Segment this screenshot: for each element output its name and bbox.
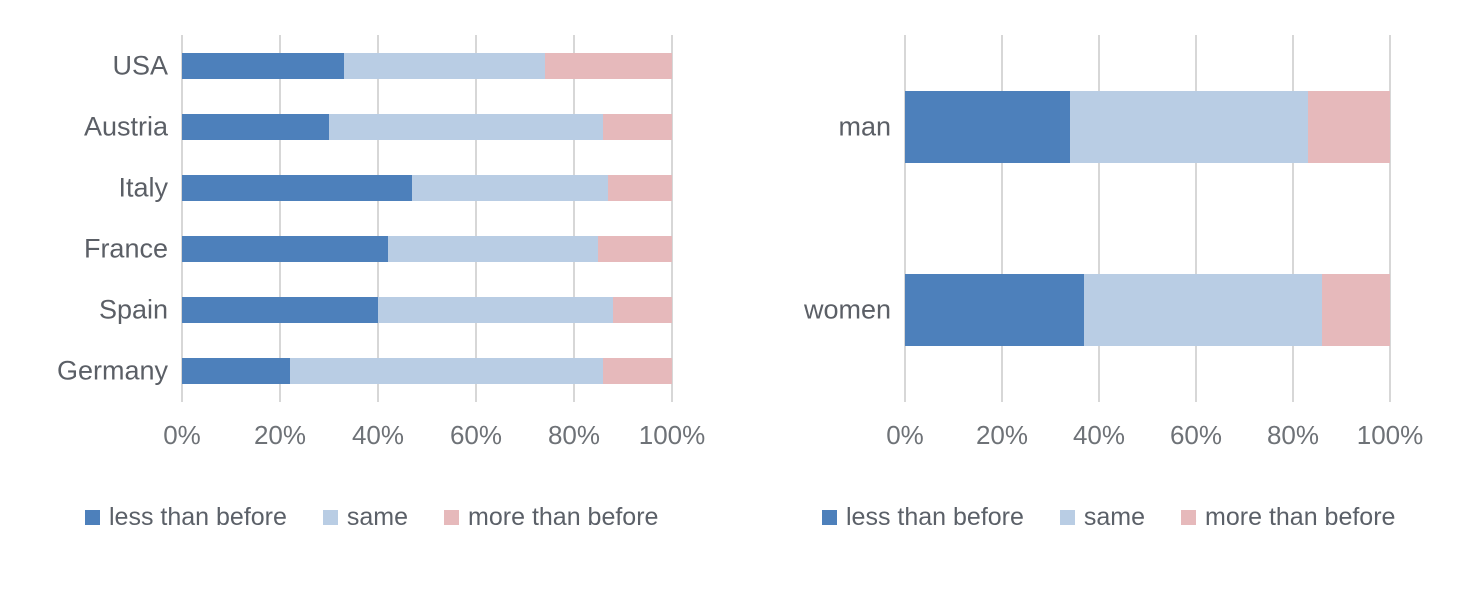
bar-segment: [182, 113, 329, 140]
tick-label: 40%: [1072, 420, 1126, 450]
gridline: [1195, 35, 1197, 402]
legend-item: less than before: [822, 503, 1024, 532]
stacked-bar: [905, 274, 1390, 347]
gridline: [377, 35, 379, 402]
legend-item: more than before: [444, 503, 658, 532]
tick-label: 0%: [163, 420, 201, 450]
legend-label: less than before: [846, 503, 1024, 531]
legend-swatch: [1059, 510, 1075, 525]
tick-label: 40%: [351, 420, 405, 450]
tick-label: 60%: [1169, 420, 1223, 450]
tick-label: 20%: [975, 420, 1029, 450]
bar-row: Austria: [84, 96, 672, 157]
gridline: [1098, 35, 1100, 402]
tick-label: 60%: [449, 420, 503, 450]
legend-item: less than before: [85, 503, 287, 532]
legend-by-gender: less than before same more than before: [822, 503, 1395, 532]
gridline: [279, 35, 281, 402]
bar-segment: [1307, 90, 1390, 163]
bar-segment: [1069, 90, 1308, 163]
legend-swatch: [1181, 510, 1197, 525]
bar-segment: [905, 274, 1085, 347]
bar-segment: [289, 358, 604, 385]
bar-row: Germany: [57, 341, 672, 402]
bar-segment: [378, 297, 614, 324]
tick-label: 80%: [1266, 420, 1320, 450]
legend-swatch: [85, 510, 100, 525]
bar-segment: [182, 358, 290, 385]
bar-row: France: [84, 219, 672, 280]
category-label: Italy: [118, 172, 168, 203]
tick-label: 100%: [638, 420, 706, 450]
gridline: [181, 35, 183, 402]
bar-segment: [603, 358, 672, 385]
chart-by-gender: 0% 20% 40% 60% 80% 100% man women: [804, 35, 1423, 450]
stacked-bar: [182, 297, 672, 324]
legend-by-country: less than before same more than before: [85, 503, 658, 532]
category-label: women: [803, 294, 891, 325]
bar-segment: [603, 113, 672, 140]
tick-label: 20%: [253, 420, 307, 450]
bar-segment: [412, 174, 609, 201]
tick-label: 100%: [1356, 420, 1424, 450]
legend-label: less than before: [109, 503, 287, 531]
bar-segment: [905, 90, 1070, 163]
chart-by-country: 0% 20% 40% 60% 80% 100% USA Austria Italy France S…: [57, 35, 705, 450]
bar-segment: [544, 52, 672, 79]
bar-segment: [608, 174, 672, 201]
category-label: man: [838, 111, 891, 142]
category-label: Spain: [98, 294, 168, 325]
legend-label: same: [346, 503, 409, 531]
category-label: Austria: [83, 111, 168, 142]
gridline: [904, 35, 906, 402]
stacked-bar: [905, 90, 1390, 163]
stacked-bar: [182, 358, 672, 385]
gridline: [475, 35, 477, 402]
category-label: France: [83, 233, 168, 264]
bar-segment: [613, 297, 672, 324]
gridline: [1292, 35, 1294, 402]
legend-item: same: [1059, 503, 1146, 532]
bar-row: man: [838, 35, 1390, 219]
stacked-bar: [182, 236, 672, 263]
bar-segment: [182, 236, 388, 263]
gridline: [1001, 35, 1003, 402]
bar-segment: [387, 236, 599, 263]
bar-segment: [1322, 274, 1390, 347]
legend-item: more than before: [1181, 503, 1395, 532]
stacked-bar: [182, 113, 672, 140]
category-label: Germany: [56, 355, 168, 386]
gridline: [1389, 35, 1391, 402]
bar-row: women: [804, 219, 1390, 403]
legend-label: same: [1083, 503, 1146, 531]
bar-segment: [343, 52, 545, 79]
bar-segment: [598, 236, 672, 263]
bar-segment: [182, 52, 344, 79]
legend-swatch: [322, 510, 338, 525]
bar-row: Italy: [118, 157, 672, 218]
legend-label: more than before: [468, 503, 659, 531]
tick-label: 80%: [547, 420, 601, 450]
legend-swatch: [444, 510, 460, 525]
legend-swatch: [822, 510, 837, 525]
legend-label: more than before: [1205, 503, 1396, 531]
bar-segment: [1084, 274, 1323, 347]
bar-rows: man women: [804, 35, 1390, 403]
legend-item: same: [322, 503, 409, 532]
stacked-bar: [182, 174, 672, 201]
stacked-bar: [182, 52, 672, 79]
bar-row: USA: [112, 35, 672, 96]
bar-segment: [182, 297, 378, 324]
bar-rows: USA Austria Italy France Spain Germany: [57, 35, 672, 402]
bar-segment: [329, 113, 604, 140]
bar-row: Spain: [99, 280, 672, 341]
gridline: [573, 35, 575, 402]
gridline: [671, 35, 673, 402]
category-label: USA: [112, 50, 168, 81]
tick-label: 0%: [886, 420, 924, 450]
bar-segment: [182, 174, 413, 201]
